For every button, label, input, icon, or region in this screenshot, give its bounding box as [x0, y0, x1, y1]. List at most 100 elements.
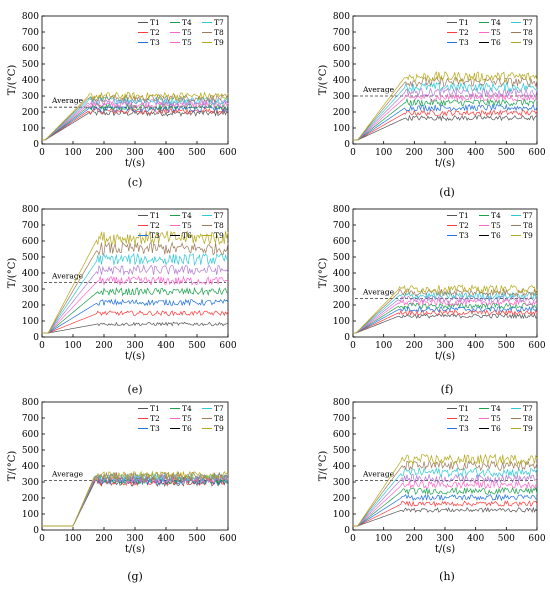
panel-label: (d): [439, 186, 455, 199]
series-line-t3: [42, 300, 228, 334]
y-tick-label: 600: [22, 237, 39, 247]
legend-entry: T4: [491, 18, 501, 27]
legend-entry: T8: [523, 28, 533, 37]
x-tick-label: 400: [157, 341, 174, 351]
x-tick-label: 600: [219, 148, 236, 158]
x-tick-label: 500: [188, 341, 205, 351]
series-line-t5: [353, 481, 537, 526]
panel-label: (e): [127, 383, 142, 396]
average-label: Average: [362, 288, 395, 297]
series-line-t1: [353, 314, 537, 333]
y-axis-label: T/(°C): [7, 65, 18, 96]
x-tick-label: 200: [406, 534, 423, 544]
legend-entry: T4: [491, 404, 501, 413]
series-line-t9: [353, 455, 537, 527]
y-tick-label: 300: [22, 478, 39, 488]
x-tick-label: 600: [528, 341, 545, 351]
average-label: Average: [362, 469, 395, 478]
legend-entry: T3: [150, 38, 160, 47]
y-tick-label: 800: [22, 205, 39, 215]
x-tick-label: 600: [528, 148, 545, 158]
legend-entry: T7: [214, 18, 224, 27]
series-line-t3: [42, 106, 228, 140]
x-tick-label: 300: [436, 148, 453, 158]
y-tick-label: 300: [333, 285, 350, 295]
legend-entry: T9: [523, 231, 533, 240]
legend-entry: T1: [150, 404, 160, 413]
y-axis-label: T/(°C): [318, 258, 329, 289]
plot-frame: [42, 402, 228, 530]
panel-label: (h): [439, 570, 455, 583]
y-tick-label: 700: [333, 414, 350, 424]
y-tick-label: 600: [22, 430, 39, 440]
average-label: Average: [51, 469, 84, 478]
y-tick-label: 700: [333, 221, 350, 231]
y-tick-label: 300: [333, 92, 350, 102]
legend-entry: T6: [491, 424, 501, 433]
chart-panel: 0 100 200 300 400 500 600 700 800 0 100 200 300 400 50…: [318, 205, 546, 396]
series-line-t9: [353, 72, 537, 140]
y-axis-label: T/(°C): [318, 65, 329, 96]
legend-entry: T4: [182, 404, 192, 413]
x-tick-label: 100: [375, 534, 392, 544]
y-tick-label: 400: [333, 76, 350, 86]
y-tick-label: 400: [22, 269, 39, 279]
x-tick-label: 0: [39, 148, 45, 158]
y-tick-label: 500: [333, 253, 350, 263]
x-tick-label: 100: [375, 148, 392, 158]
x-tick-label: 200: [406, 148, 423, 158]
x-tick-label: 100: [64, 341, 81, 351]
x-axis-label: t/(s): [125, 351, 145, 362]
legend-entry: T6: [491, 231, 501, 240]
series-line-t1: [42, 479, 228, 526]
y-tick-label: 600: [333, 430, 350, 440]
legend-entry: T8: [214, 28, 224, 37]
legend-entry: T5: [182, 38, 192, 47]
y-tick-label: 800: [333, 398, 350, 408]
legend-entry: T2: [150, 221, 160, 230]
y-tick-label: 300: [22, 92, 39, 102]
y-tick-label: 500: [22, 446, 39, 456]
legend-entry: T5: [491, 414, 501, 423]
legend-entry: T6: [182, 231, 192, 240]
x-tick-label: 0: [350, 148, 356, 158]
y-tick-label: 100: [333, 124, 350, 134]
legend-entry: T1: [459, 18, 469, 27]
panel-label: (g): [127, 570, 143, 583]
y-tick-label: 700: [22, 221, 39, 231]
legend-entry: T9: [523, 38, 533, 47]
legend-entry: T1: [150, 18, 160, 27]
x-tick-label: 0: [39, 534, 45, 544]
legend-entry: T3: [459, 424, 469, 433]
legend-entry: T2: [459, 414, 469, 423]
x-tick-label: 500: [188, 534, 205, 544]
chart-panel: 0 100 200 300 400 500 600 700 800 0 100 200 300 400 50…: [318, 12, 546, 199]
legend-entry: T5: [182, 28, 192, 37]
y-tick-label: 500: [333, 446, 350, 456]
y-tick-label: 100: [333, 510, 350, 520]
chart-panel: 0 100 200 300 400 500 600 700 800 0 100 200 300 400 50…: [7, 398, 237, 583]
series-line-t4: [353, 488, 537, 526]
x-tick-label: 0: [39, 341, 45, 351]
x-tick-label: 500: [498, 148, 515, 158]
legend-entry: T8: [214, 414, 224, 423]
panel-label: (c): [128, 176, 143, 189]
y-tick-label: 300: [22, 285, 39, 295]
x-tick-label: 600: [219, 534, 236, 544]
legend-entry: T7: [214, 211, 224, 220]
legend-entry: T7: [523, 18, 533, 27]
legend-entry: T1: [150, 211, 160, 220]
legend-entry: T5: [182, 221, 192, 230]
x-axis-label: t/(s): [125, 158, 145, 169]
x-axis-label: t/(s): [435, 544, 455, 555]
legend-entry: T1: [459, 404, 469, 413]
x-axis-label: t/(s): [435, 351, 455, 362]
x-tick-label: 400: [467, 148, 484, 158]
y-tick-label: 800: [333, 205, 350, 215]
x-axis-label: t/(s): [125, 544, 145, 555]
legend-entry: T2: [150, 414, 160, 423]
legend-entry: T4: [491, 211, 501, 220]
legend-entry: T6: [182, 424, 192, 433]
legend-entry: T9: [214, 38, 224, 47]
